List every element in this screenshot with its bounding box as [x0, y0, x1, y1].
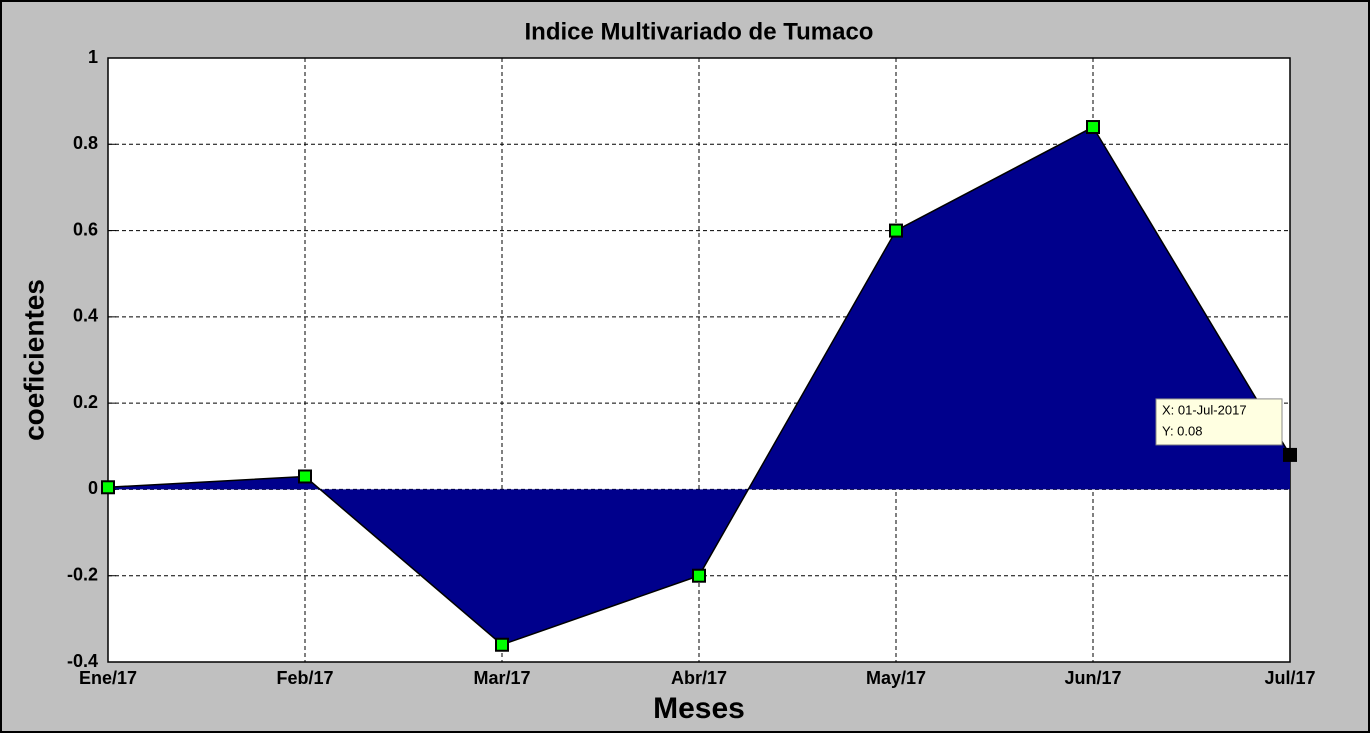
datatip: X: 01-Jul-2017 Y: 0.08: [1155, 398, 1283, 446]
y-tick-label: 0.2: [73, 392, 98, 412]
marker: [298, 469, 312, 484]
plot-frame: [107, 57, 1291, 663]
x-tick-label: Mar/17: [473, 668, 530, 688]
datatip-box: [1155, 398, 1283, 446]
x-axis-label: Meses: [653, 692, 745, 725]
marker: [495, 637, 509, 652]
y-tick-label: 1: [88, 47, 98, 67]
y-tick-label: 0: [88, 478, 98, 498]
datatip-text: Y: 0.08: [1162, 423, 1202, 438]
x-tick-label: Jul/17: [1264, 668, 1315, 688]
x-tick-label: Jun/17: [1064, 668, 1121, 688]
y-tick-label: 0.4: [73, 306, 98, 326]
x-tick-label: May/17: [866, 668, 926, 688]
area: [108, 127, 1290, 645]
x-tick-label: Feb/17: [276, 668, 333, 688]
x-tick-label: Ene/17: [79, 668, 137, 688]
marker: [101, 480, 115, 495]
y-tick-label: 0.6: [73, 219, 98, 239]
marker: [889, 223, 903, 238]
x-tick-label: Abr/17: [671, 668, 727, 688]
marker: [692, 568, 706, 583]
datatip-text: X: 01-Jul-2017: [1162, 402, 1247, 417]
y-tick-label: 0.8: [73, 133, 98, 153]
marker: [1086, 120, 1100, 135]
marker: [1283, 447, 1297, 462]
y-tick-label: -0.4: [67, 651, 98, 671]
y-axis-label: coeficientes: [18, 279, 49, 441]
chart-title: Indice Multivariado de Tumaco: [525, 18, 874, 45]
y-tick-label: -0.2: [67, 564, 98, 584]
